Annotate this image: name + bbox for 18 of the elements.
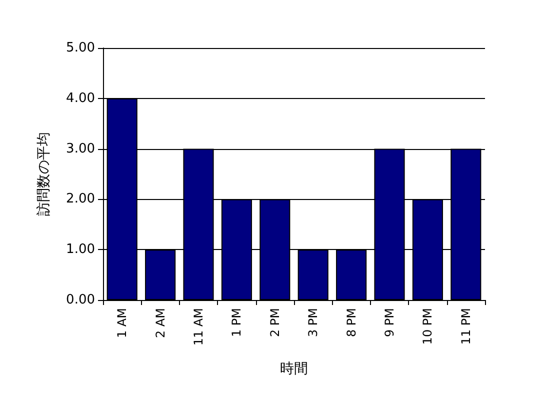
y-tick-label: 0.00 [66,292,95,308]
x-tick-label: 11 AM [192,308,206,346]
y-axis-title: 訪問数の平均 [36,132,52,216]
x-axis-title: 時間 [280,361,308,377]
x-tick-label: 3 PM [306,308,320,338]
x-tick-label: 10 PM [420,308,435,345]
y-tick-label: 3.00 [66,141,95,156]
y-tick-label: 1.00 [66,242,95,258]
y-tick-label: 2.00 [66,192,95,207]
x-tick-label: 2 PM [268,308,282,338]
x-tick-label: 1 AM [115,308,130,338]
x-tick-label: 2 AM [153,308,168,338]
x-tick-label: 9 PM [382,308,396,338]
x-tick-label: 8 PM [344,308,358,338]
x-tick-label: 1 PM [230,308,244,338]
x-tick-label: 11 PM [458,308,473,345]
y-tick-label: 4.00 [66,90,95,106]
y-tick-label: 5.00 [66,40,95,56]
